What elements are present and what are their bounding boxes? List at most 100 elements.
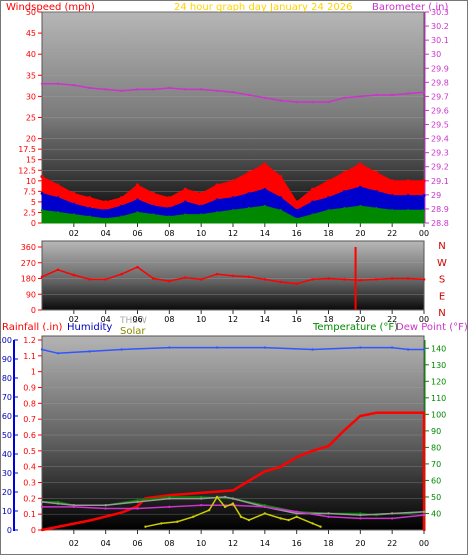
- solar-point: [279, 517, 282, 520]
- middle-x-tick-label: 12: [228, 315, 238, 324]
- barometer-point: [56, 82, 60, 85]
- barometer-point: [152, 88, 155, 91]
- direction-tick-label: 360: [21, 243, 36, 252]
- barometer-point: [184, 88, 187, 91]
- solar-line: [145, 495, 321, 528]
- dew-point-point: [327, 515, 330, 518]
- barometer-point: [168, 86, 171, 90]
- direction-tick-label: 270: [21, 259, 36, 268]
- temperature-tick-label: 140: [431, 344, 446, 353]
- wind-gust-point: [215, 183, 219, 187]
- wind-average-point: [56, 196, 60, 200]
- compass-label: W: [437, 258, 447, 269]
- wind-average-point: [406, 194, 410, 197]
- rain-tick-label: 0.3: [23, 479, 36, 488]
- solar-point: [144, 525, 147, 528]
- barometer-axis-title: Barometer (.in): [372, 2, 448, 13]
- wind-tick-label: 40: [26, 50, 36, 59]
- wind-direction-point: [104, 278, 107, 281]
- wind-gust-point: [183, 187, 187, 191]
- thsw-point: [422, 510, 426, 514]
- middle-x-tick-label: 18: [323, 315, 333, 324]
- wind-low-point: [104, 217, 107, 220]
- wind-direction-point: [88, 278, 92, 281]
- wind-average-point: [343, 189, 346, 193]
- wind-average-point: [295, 208, 299, 212]
- wind-low-point: [56, 211, 60, 214]
- wind-low-point: [215, 211, 219, 214]
- rainfall-point: [40, 528, 44, 532]
- bottom-x-tick-label: 20: [355, 539, 365, 548]
- barometer-point: [120, 89, 123, 92]
- wind-tick-label: 7.5: [23, 187, 36, 196]
- rainfall-point: [359, 414, 362, 418]
- rain-tick-label: 0: [31, 526, 36, 535]
- wind-direction-point: [183, 276, 187, 279]
- wind-average-point: [311, 200, 314, 204]
- dew-point-point: [359, 517, 362, 520]
- humidity-point: [390, 346, 394, 349]
- rain-tick-label: 0.2: [23, 494, 36, 503]
- solar-point: [247, 518, 251, 522]
- wind-tick-label: 35: [26, 71, 36, 80]
- wind-low-point: [375, 207, 378, 210]
- humidity-tick-label: 50: [2, 431, 12, 440]
- rain-tick-label: 0.8: [23, 399, 36, 408]
- solar-point: [319, 525, 322, 528]
- wind-direction-point: [152, 277, 155, 280]
- rain-tick-label: 1.2: [23, 336, 36, 345]
- humidity-point: [88, 350, 91, 353]
- barometer-tick-label: 30.2: [431, 22, 449, 31]
- wind-tick-label: 30: [26, 92, 36, 101]
- wind-tick-label: 5: [31, 198, 36, 207]
- barometer-tick-label: 29.9: [431, 64, 449, 73]
- wind-tick-label: 45: [26, 29, 36, 38]
- barometer-tick-label: 30: [431, 50, 441, 59]
- temperature-tick-label: 40: [431, 509, 441, 518]
- solar-point: [295, 515, 298, 518]
- wind-low-point: [327, 209, 330, 212]
- humidity-point: [406, 348, 410, 351]
- wind-direction-point: [247, 275, 251, 279]
- wind-low-point: [279, 209, 282, 212]
- solar-point: [192, 515, 195, 518]
- wind-low-point: [359, 204, 362, 208]
- compass-label: N: [438, 241, 445, 252]
- rainfall-point: [311, 449, 314, 453]
- wind-low-point: [247, 207, 251, 210]
- wind-low-point: [406, 209, 410, 212]
- barometer-point: [406, 92, 410, 95]
- wind-direction-point: [311, 278, 314, 281]
- humidity-tick-label: 60: [2, 412, 12, 421]
- bottom-x-tick-label: 18: [323, 539, 333, 548]
- bottom-x-tick-label: 00: [419, 539, 429, 548]
- wind-direction-point: [359, 278, 362, 282]
- middle-x-tick-label: 10: [196, 315, 206, 324]
- thsw-point: [359, 513, 362, 517]
- rain-tick-label: 0.5: [23, 447, 36, 456]
- rain-tick-label: 0.6: [23, 431, 36, 440]
- temperature-point: [168, 495, 171, 499]
- wind-direction-point: [168, 279, 171, 283]
- direction-tick-label: 90: [26, 290, 36, 299]
- wind-tick-label: 0: [31, 219, 36, 228]
- dew-point-point: [72, 505, 76, 509]
- rainfall-point: [295, 455, 298, 459]
- wind-average-point: [390, 194, 394, 197]
- barometer-tick-label: 28.8: [431, 219, 449, 228]
- dew-point-point: [295, 510, 298, 514]
- windspeed-axis-title: Windspeed (mph): [6, 2, 95, 13]
- wind-direction-point: [231, 274, 235, 278]
- middle-x-tick-label: 08: [164, 315, 174, 324]
- wind-tick-label: 50: [26, 8, 36, 17]
- dew-point-point: [104, 507, 107, 510]
- thsw-point: [223, 495, 227, 499]
- solar-legend: Solar: [120, 326, 146, 337]
- thsw-point: [327, 512, 330, 515]
- top-x-tick-label: 06: [132, 229, 142, 238]
- rainfall-point: [88, 519, 91, 522]
- middle-x-tick-label: 02: [69, 315, 79, 324]
- thsw-point: [295, 512, 298, 515]
- wind-low-point: [136, 211, 139, 214]
- temperature-point: [263, 504, 267, 507]
